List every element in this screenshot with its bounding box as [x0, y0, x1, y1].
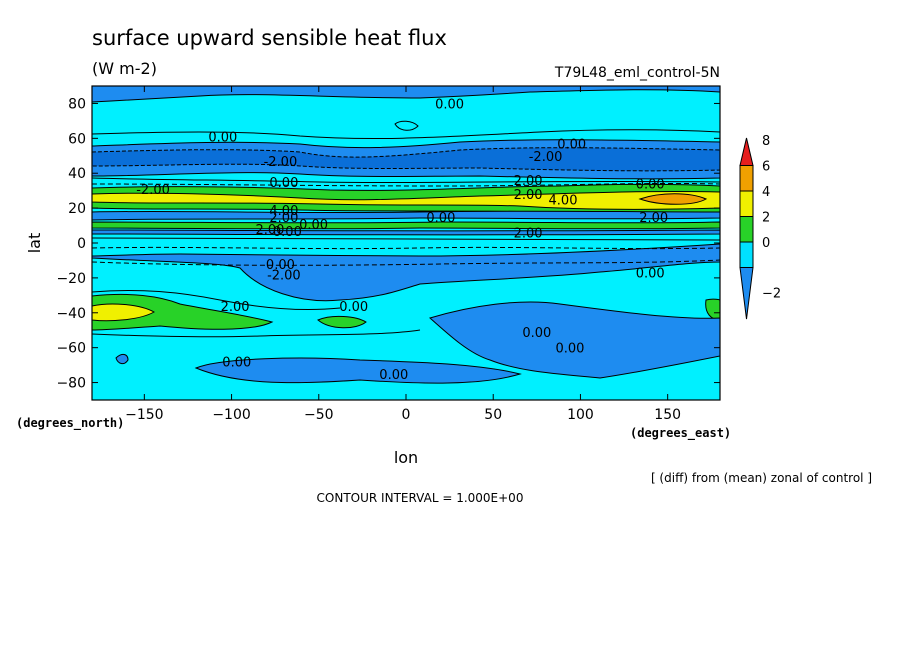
colorbar-label: 6 — [762, 160, 770, 175]
colorbar-label: 4 — [762, 185, 770, 200]
colorbar-label: 8 — [762, 134, 770, 149]
y-tick-label: 20 — [68, 201, 86, 217]
y-tick-label: 0 — [77, 236, 86, 252]
chart-units: (W m-2) — [92, 59, 157, 78]
contour-label: -2.00 — [267, 268, 301, 283]
contour-label: 2.00 — [221, 300, 250, 315]
colorbar-label: 2 — [762, 211, 770, 226]
yellow-blob-40s — [92, 303, 156, 322]
contour-label: 2.00 — [255, 223, 284, 238]
x-axis: −150 −100 −50 0 50 100 150 — [125, 86, 681, 423]
colorbar-segment — [739, 190, 754, 217]
colorbar-segment — [739, 267, 754, 320]
x-unit-note: (degrees_east) — [630, 426, 731, 441]
contour-label: 0.00 — [435, 97, 464, 112]
contour-label: 2.00 — [639, 211, 668, 226]
y-axis: −80 −60 −40 −20 0 20 40 60 80 — [56, 96, 720, 392]
contour-label: 0.00 — [273, 225, 302, 240]
contour-label: 0.00 — [299, 218, 328, 233]
contour-label: -2.00 — [136, 183, 170, 198]
contour-label: 2.00 — [514, 188, 543, 203]
contour-label: 0.00 — [636, 178, 665, 193]
contour-label: 2.00 — [269, 211, 298, 226]
contour-label: 0.00 — [266, 258, 295, 273]
contour-labels: 0.000.00 0.00-2.00 -2.00-2.00 0.00 2.00 0.002… — [136, 97, 668, 382]
blue-band-20s — [92, 243, 720, 302]
y-tick-label: −20 — [56, 271, 86, 287]
colorbar: −2 0 2 4 6 8 — [739, 134, 781, 320]
contour-label: 0.00 — [557, 138, 586, 153]
plot-area: 0.000.00 0.00-2.00 -2.00-2.00 0.00 2.00 0.002… — [92, 86, 720, 400]
y-axis-label: lat — [25, 233, 44, 254]
colorbar-segment — [739, 241, 754, 268]
colorbar-label: 0 — [762, 236, 770, 251]
contour-interval: CONTOUR INTERVAL = 1.000E+00 — [317, 491, 524, 505]
field-fill — [92, 86, 720, 384]
green-blob-40s-east — [705, 298, 720, 321]
green-strip-8n — [92, 221, 720, 230]
y-unit-note: (degrees_north) — [16, 416, 124, 431]
contour-label: 0.00 — [522, 326, 551, 341]
contour-label: 0.00 — [269, 176, 298, 191]
y-tick-label: −60 — [56, 341, 86, 357]
colorbar-label: −2 — [762, 286, 781, 301]
y-tick-label: 80 — [68, 96, 86, 112]
contour-label: 0.00 — [208, 131, 237, 146]
x-tick-label: 50 — [484, 407, 502, 423]
x-tick-label: 0 — [402, 407, 411, 423]
contour-label: 4.00 — [549, 193, 578, 208]
x-tick-label: −100 — [212, 407, 250, 423]
colorbar-segment — [739, 137, 754, 166]
x-axis-label: lon — [394, 448, 418, 467]
chart-title: surface upward sensible heat flux — [92, 26, 447, 50]
blue-region-70s-west — [194, 357, 522, 384]
contour-label: -2.00 — [264, 155, 298, 170]
x-tick-label: −150 — [125, 407, 163, 423]
contour-label: 0.00 — [379, 368, 408, 383]
green-band-40s — [92, 293, 274, 331]
contour-label: 2.00 — [514, 174, 543, 189]
blue-strip-15n — [92, 210, 720, 221]
contour-label: 0.00 — [636, 267, 665, 282]
y-tick-label: −40 — [56, 306, 86, 322]
description: [ (diff) from (mean) zonal of control ] — [651, 471, 872, 485]
green-blob-40s-mid — [317, 315, 367, 329]
blue-spot-60s — [115, 353, 129, 365]
x-tick-label: 150 — [654, 407, 681, 423]
contour-label: 0.00 — [426, 211, 455, 226]
contour-label: 4.00 — [269, 204, 298, 219]
contour-label: -2.00 — [529, 150, 563, 165]
y-tick-label: 40 — [68, 166, 86, 182]
run-id: T79L48_eml_control-5N — [554, 65, 720, 81]
y-tick-label: −80 — [56, 376, 86, 392]
blue-strip-5n — [92, 229, 720, 236]
dark-blue-band-50n — [92, 147, 720, 172]
contour-label: 0.00 — [222, 356, 251, 371]
x-tick-label: 100 — [567, 407, 594, 423]
contour-label: 0.00 — [339, 300, 368, 315]
blue-region-60s-east — [429, 301, 720, 379]
contour-label: 2.00 — [514, 227, 543, 242]
colorbar-segment — [739, 216, 754, 243]
contour-label: 0.00 — [556, 342, 585, 357]
colorbar-segment — [739, 165, 754, 192]
contour-lines — [92, 120, 720, 338]
orange-blob-25n — [638, 193, 708, 205]
blue-region-north — [92, 86, 720, 103]
y-tick-label: 60 — [68, 131, 86, 147]
x-tick-label: −50 — [304, 407, 334, 423]
